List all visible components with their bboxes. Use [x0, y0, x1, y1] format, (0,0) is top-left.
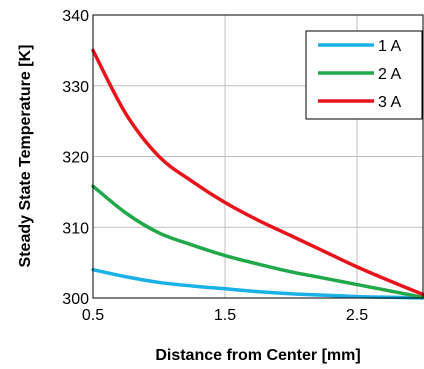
y-tick-label: 310: [62, 220, 89, 237]
y-tick-label: 330: [62, 79, 89, 96]
series-line-2: [91, 48, 424, 297]
legend-label: 1 A: [378, 38, 401, 55]
y-tick-label: 300: [62, 291, 89, 308]
y-axis-title: Steady State Temperature [K]: [17, 45, 34, 268]
x-axis-title: Distance from Center [mm]: [155, 347, 360, 364]
x-tick-label: 2.5: [346, 307, 368, 324]
series-line-1: [91, 184, 424, 300]
series-line-0: [91, 267, 424, 300]
legend-label: 3 A: [378, 94, 401, 111]
plot-border: [92, 14, 424, 299]
x-tick-label: 0.5: [82, 307, 104, 324]
x-tick-label: 1.5: [214, 307, 236, 324]
legend: 1 A 2 A 3 A: [305, 30, 423, 120]
y-tick-label: 320: [62, 150, 89, 167]
tick-labels: 300 310 320 330 340 0.5 1.5 2.5: [62, 8, 368, 324]
y-tick-label: 340: [62, 8, 89, 25]
legend-label: 2 A: [378, 66, 401, 83]
series-layer: [91, 48, 424, 300]
